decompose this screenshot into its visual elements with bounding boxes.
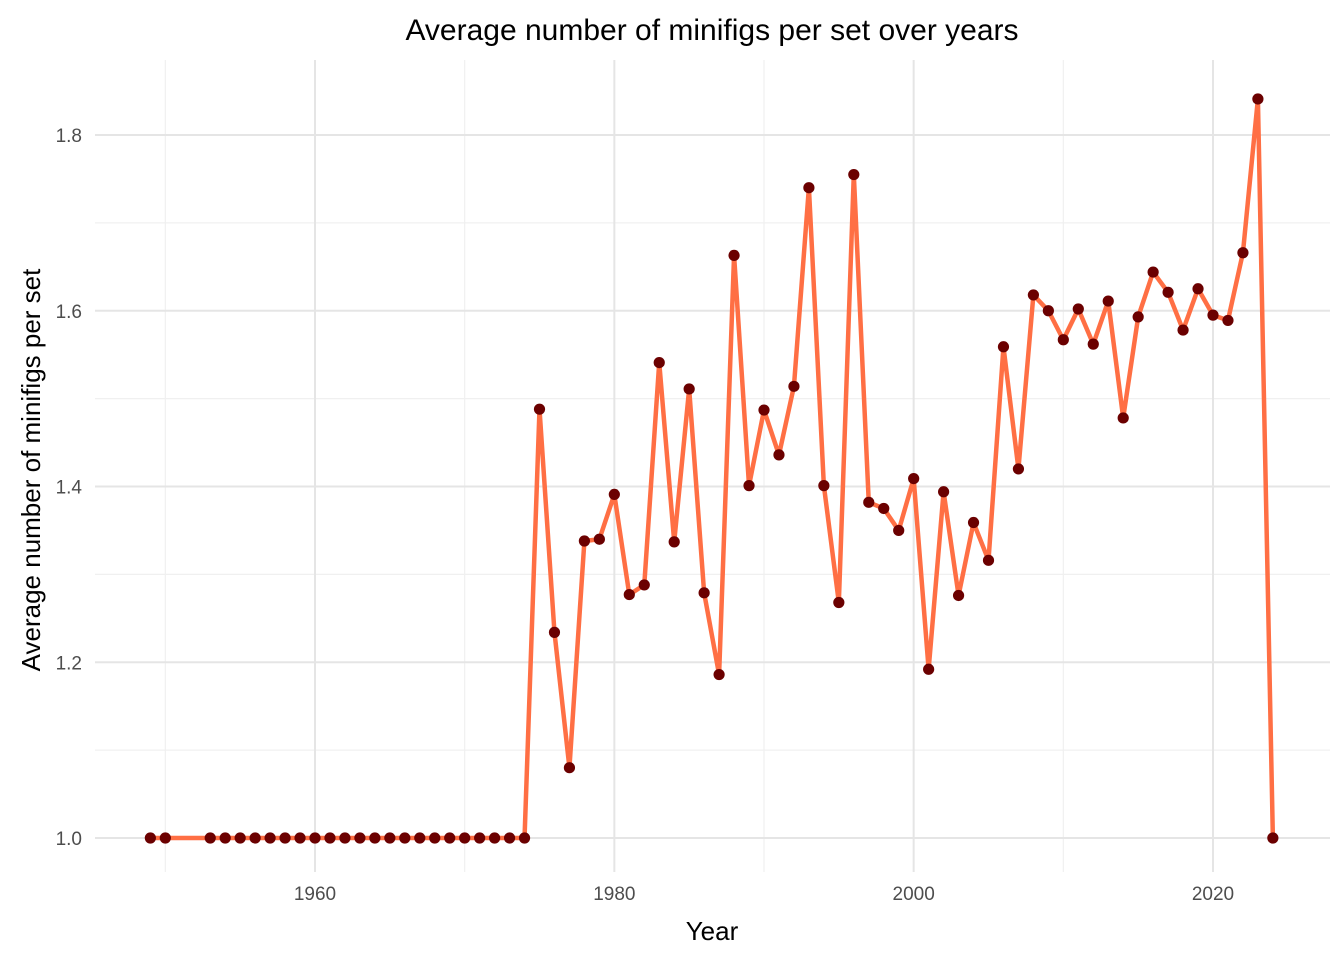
- x-axis-ticks: 1960 1980 2000 2020: [294, 884, 1234, 905]
- data-point: [339, 832, 351, 844]
- data-point: [997, 341, 1010, 353]
- data-point: [893, 524, 905, 537]
- data-point: [1117, 412, 1129, 424]
- data-point: [1207, 309, 1219, 321]
- points-group: [144, 93, 1279, 844]
- data-point: [638, 579, 650, 591]
- data-point: [159, 832, 171, 844]
- y-tick-label: 1.0: [56, 829, 82, 850]
- data-point: [1087, 338, 1099, 350]
- data-point: [1012, 463, 1025, 475]
- data-point: [1252, 93, 1264, 105]
- data-point: [414, 832, 426, 844]
- data-point: [1177, 324, 1189, 336]
- data-point: [608, 488, 620, 501]
- data-point: [923, 663, 935, 675]
- y-axis-title: Average number of minifigs per set: [16, 268, 46, 671]
- data-point: [219, 832, 231, 844]
- data-point: [833, 596, 845, 609]
- data-point: [1042, 305, 1054, 317]
- data-point: [818, 480, 830, 492]
- data-point: [444, 832, 456, 844]
- data-point: [863, 496, 875, 508]
- data-point: [743, 480, 755, 492]
- data-point: [533, 403, 546, 415]
- chart-title: Average number of minifigs per set over …: [405, 14, 1018, 47]
- data-point: [429, 832, 441, 844]
- data-point: [908, 472, 920, 485]
- y-tick-label: 1.6: [56, 302, 82, 323]
- data-point: [698, 587, 710, 599]
- data-point: [1162, 286, 1174, 298]
- data-point: [683, 383, 695, 395]
- data-point: [1132, 311, 1144, 323]
- data-point: [668, 536, 680, 548]
- data-point: [264, 832, 276, 844]
- y-tick-label: 1.4: [56, 478, 83, 499]
- x-tick-label: 1960: [294, 884, 336, 905]
- data-point: [518, 832, 531, 844]
- data-point: [474, 832, 486, 844]
- y-axis-ticks: 1.0 1.2 1.4 1.6 1.8: [56, 126, 83, 850]
- data-point: [563, 762, 576, 774]
- data-point: [548, 626, 561, 638]
- data-point: [878, 502, 890, 515]
- series-group: [148, 96, 1276, 841]
- x-axis-title: Year: [686, 916, 739, 946]
- data-point: [1027, 289, 1039, 301]
- data-point: [653, 356, 665, 369]
- data-point: [1192, 283, 1204, 295]
- data-point: [773, 449, 785, 461]
- data-point: [758, 404, 770, 416]
- data-point: [489, 832, 501, 844]
- data-point: [952, 589, 965, 602]
- data-point: [503, 832, 516, 844]
- data-point: [578, 535, 591, 547]
- data-point: [309, 832, 321, 844]
- data-point: [788, 380, 800, 392]
- x-tick-label: 2020: [1192, 884, 1234, 905]
- data-point: [294, 832, 306, 844]
- data-point: [848, 168, 860, 181]
- grid: [95, 60, 1330, 872]
- data-point: [623, 588, 635, 601]
- data-point: [204, 832, 216, 844]
- data-point: [249, 832, 261, 844]
- data-point: [1147, 266, 1159, 278]
- data-point: [459, 832, 471, 844]
- data-point: [1057, 334, 1069, 346]
- data-point: [384, 832, 396, 844]
- data-point: [324, 832, 336, 844]
- x-tick-label: 1980: [593, 884, 635, 905]
- data-point: [369, 832, 381, 844]
- y-tick-label: 1.8: [56, 126, 82, 147]
- data-point: [803, 182, 815, 194]
- data-point: [713, 668, 725, 681]
- y-tick-label: 1.2: [56, 653, 82, 674]
- data-point: [1237, 247, 1249, 259]
- data-point: [728, 249, 740, 261]
- data-point: [1267, 832, 1279, 844]
- data-point: [593, 533, 605, 545]
- x-tick-label: 2000: [893, 884, 935, 905]
- data-point: [279, 832, 291, 844]
- data-point: [1222, 314, 1234, 327]
- data-point: [354, 832, 366, 844]
- data-point: [234, 832, 246, 844]
- data-point: [982, 554, 995, 566]
- data-point: [967, 516, 980, 529]
- data-point: [399, 832, 411, 844]
- data-point: [1102, 295, 1114, 307]
- series-line: [148, 96, 1276, 841]
- data-point: [938, 486, 950, 498]
- data-point: [1072, 303, 1084, 315]
- data-point: [144, 832, 156, 844]
